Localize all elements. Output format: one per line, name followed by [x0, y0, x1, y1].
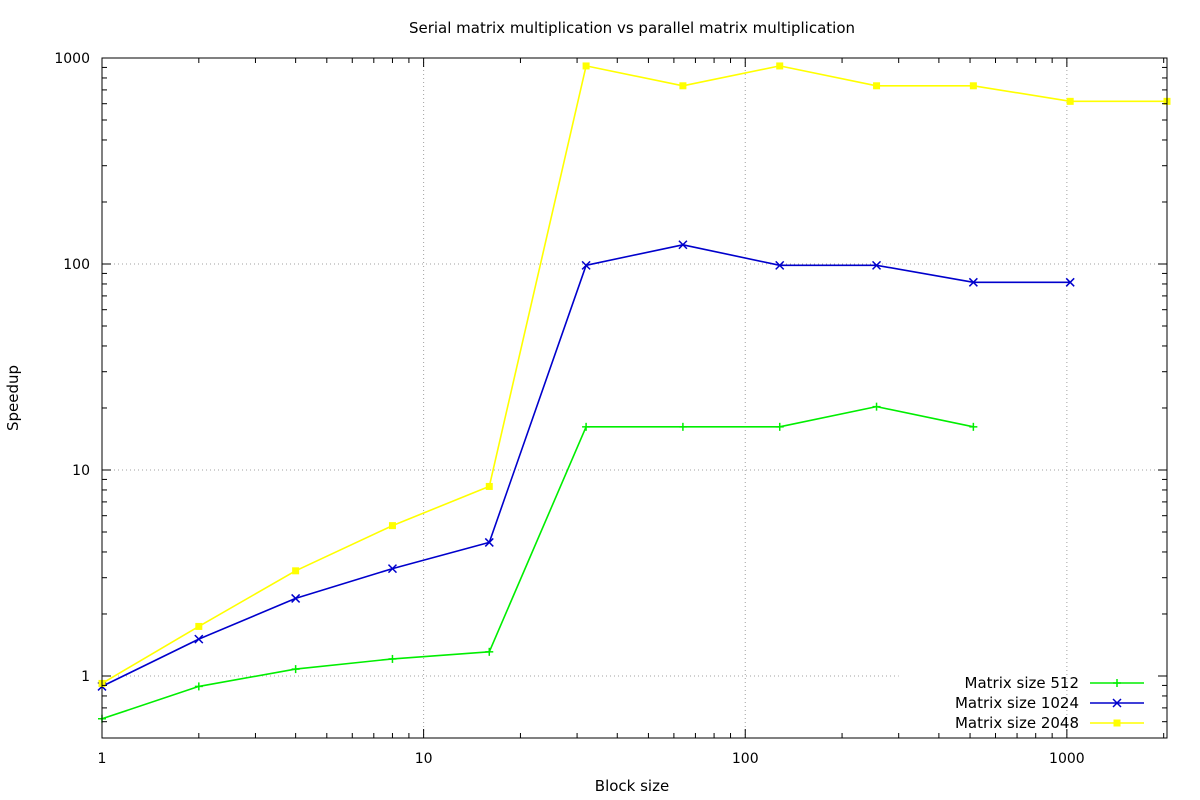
data-point [582, 62, 590, 70]
data-point [292, 567, 300, 575]
data-point [678, 422, 687, 431]
legend-marker [1113, 679, 1121, 687]
x-tick-label: 10 [415, 751, 433, 767]
data-point [388, 654, 397, 663]
data-point [775, 260, 785, 270]
legend-label: Matrix size 1024 [955, 694, 1079, 712]
x-tick-label: 100 [732, 751, 759, 767]
data-point [291, 593, 301, 603]
data-point [485, 482, 493, 490]
data-point [485, 647, 494, 656]
y-tick-label: 1000 [54, 51, 90, 67]
data-point [969, 422, 978, 431]
data-point [775, 422, 784, 431]
legend-marker [1113, 719, 1121, 727]
data-point [969, 82, 977, 90]
legend-label: Matrix size 512 [965, 674, 1079, 692]
data-point [194, 634, 204, 644]
data-point [484, 537, 494, 547]
x-tick-label: 1 [98, 751, 107, 767]
plot-frame [101, 57, 1168, 739]
data-point [1066, 97, 1074, 105]
data-point [388, 522, 396, 530]
data-point [291, 665, 300, 674]
y-axis-label: Speedup [4, 365, 22, 431]
data-point [873, 82, 881, 90]
series-line [101, 405, 974, 720]
series-line [101, 65, 1167, 685]
data-point [194, 682, 203, 691]
y-tick-label: 1 [81, 669, 90, 685]
data-point [387, 564, 397, 574]
x-axis-label: Block size [595, 777, 669, 795]
x-tick-label: 1000 [1049, 751, 1085, 767]
data-point [678, 240, 688, 250]
data-point [581, 260, 591, 270]
data-point [679, 82, 687, 90]
data-point [195, 622, 203, 630]
legend-marker [1112, 698, 1122, 708]
data-point [776, 62, 784, 70]
chart-title: Serial matrix multiplication vs parallel… [409, 19, 855, 37]
legend-label: Matrix size 2048 [955, 714, 1079, 732]
data-point [582, 422, 591, 431]
data-point [1065, 277, 1075, 287]
legend: Matrix size 512 Matrix size 1024 Matrix si… [955, 674, 1144, 732]
series-1 [98, 402, 978, 723]
data-point [872, 402, 881, 411]
y-tick-label: 100 [63, 257, 90, 273]
data-point [968, 277, 978, 287]
data-point [872, 260, 882, 270]
y-tick-label: 10 [72, 463, 90, 479]
